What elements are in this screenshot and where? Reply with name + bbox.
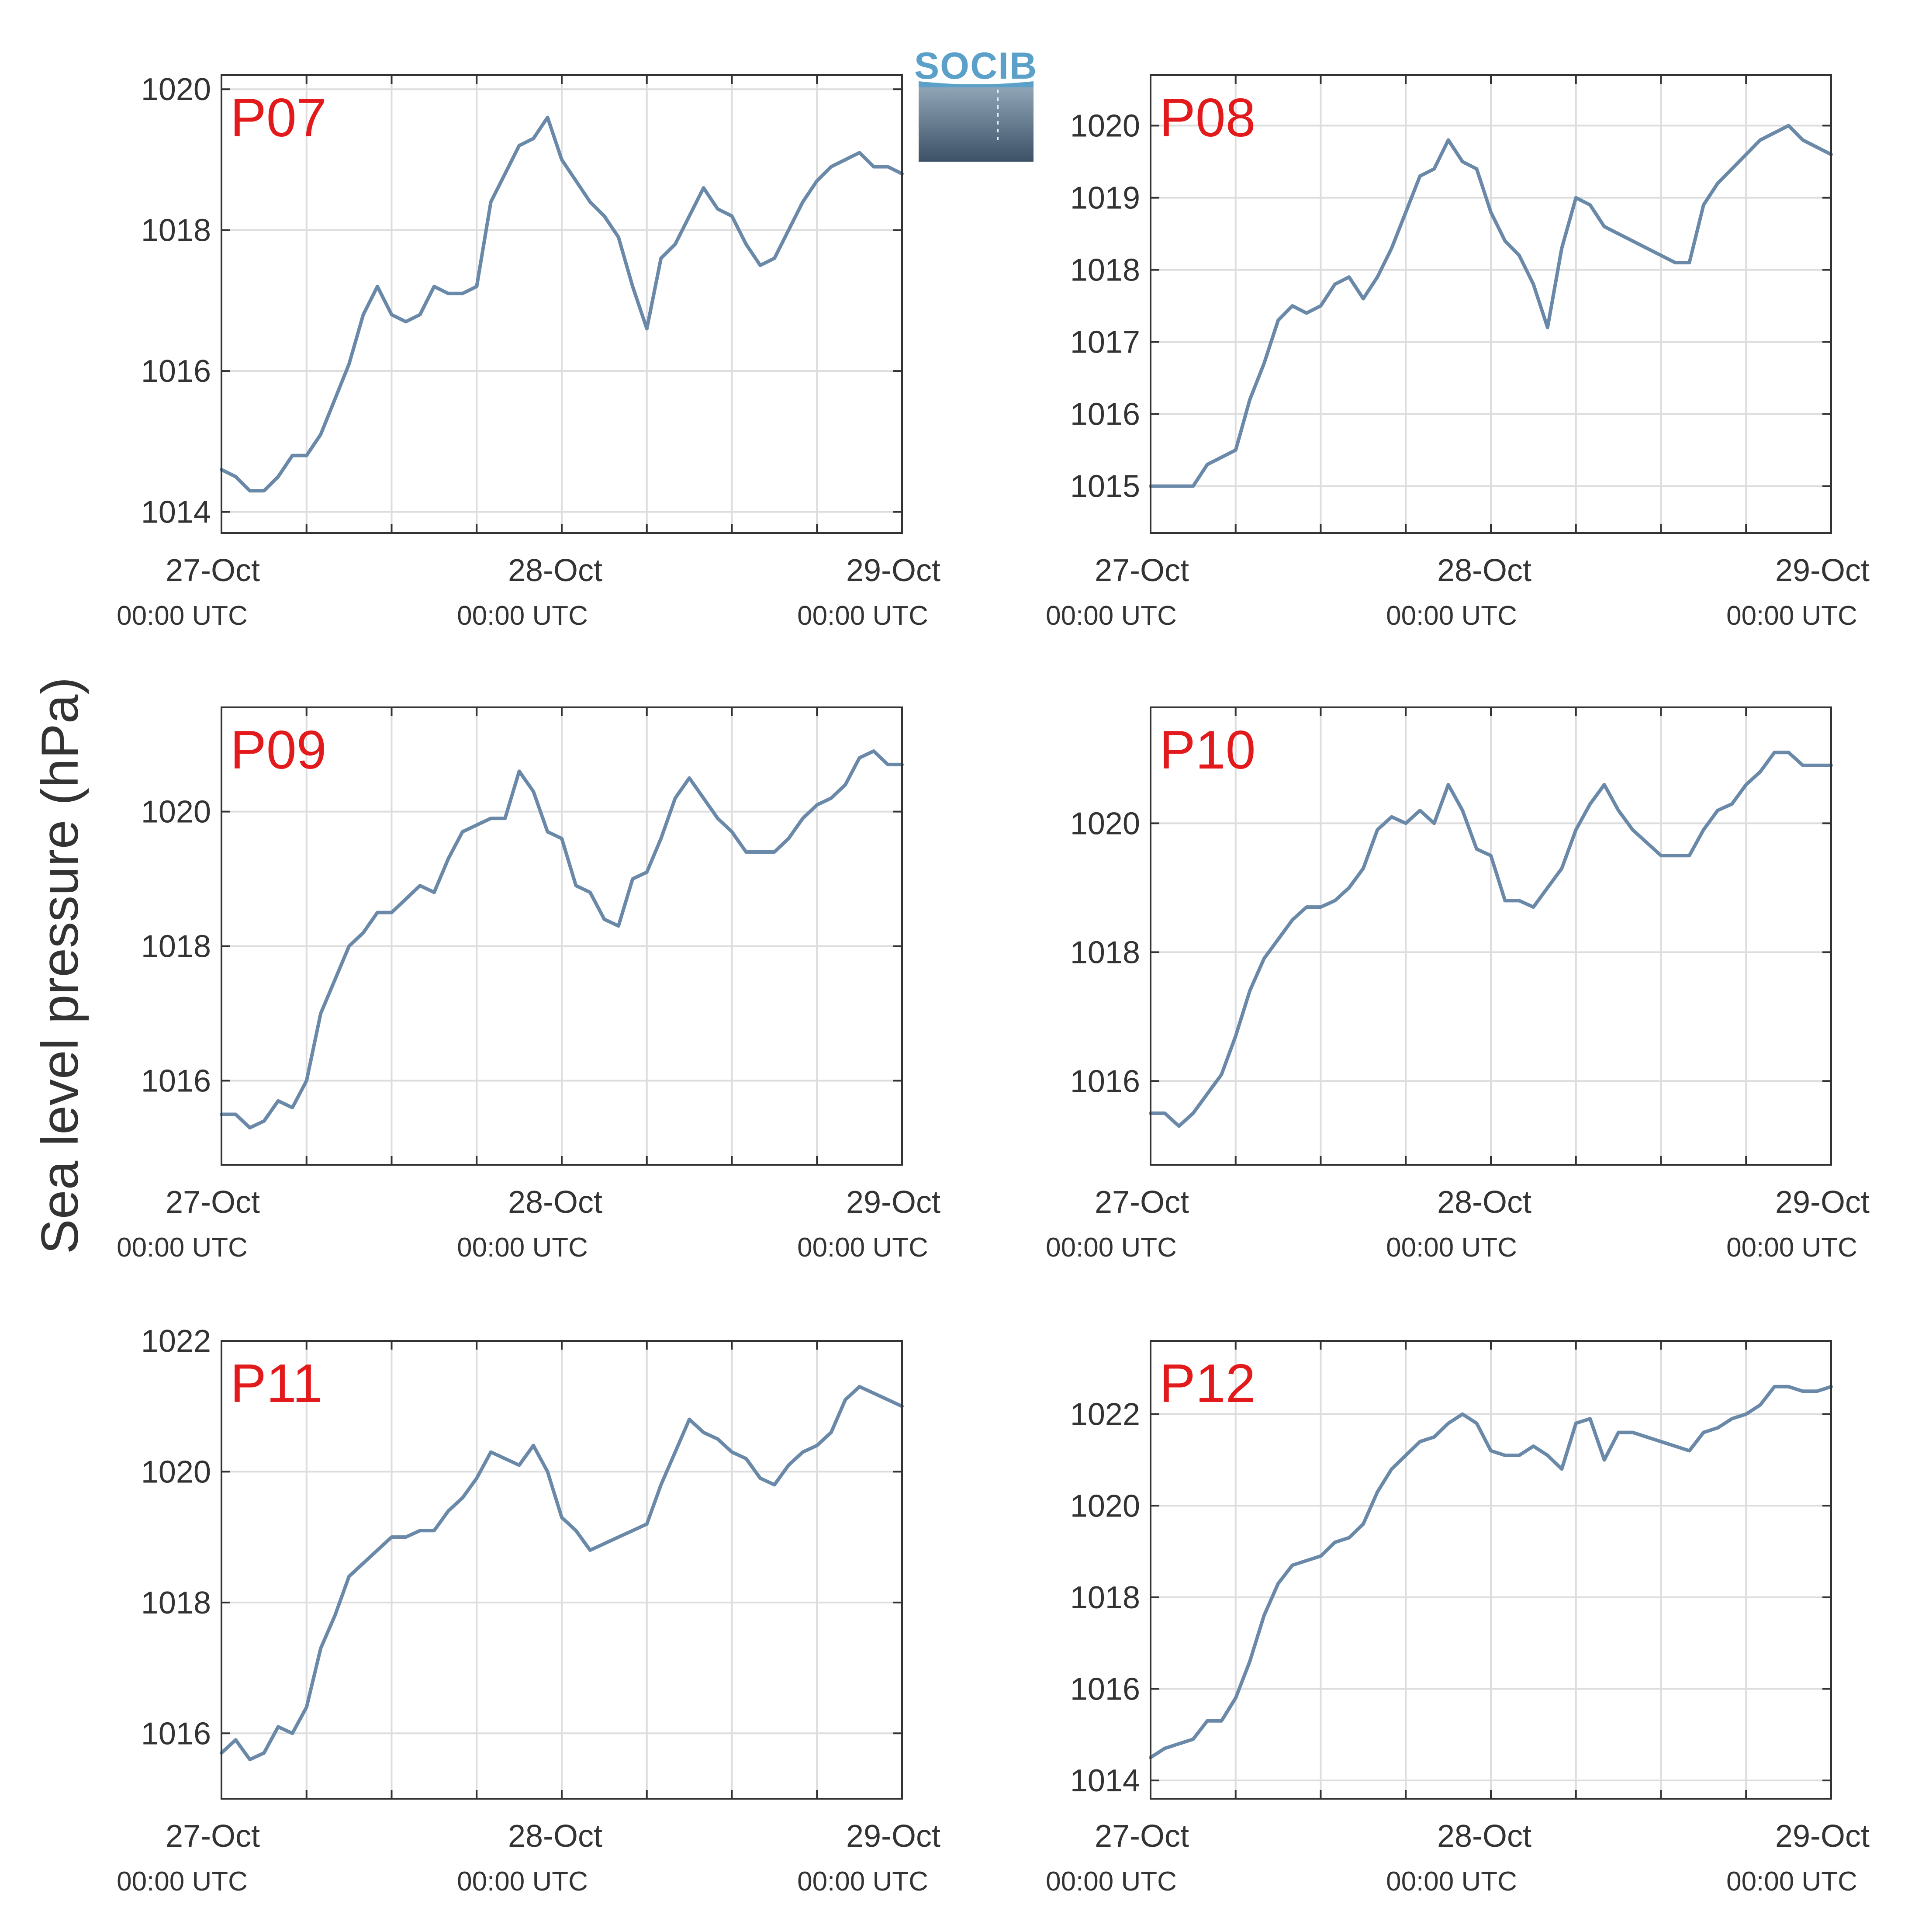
y-tick-label: 1016 bbox=[1070, 1672, 1140, 1707]
x-tick-label-time: 00:00 UTC bbox=[797, 1233, 928, 1263]
x-tick-label-date: 29-Oct bbox=[1775, 553, 1870, 588]
y-tick-label: 1022 bbox=[1070, 1397, 1140, 1432]
y-tick-label: 1018 bbox=[1070, 253, 1140, 288]
panel-p10: 1016 1018 1020 27-Oct 00:00 UTC 28-Oct 00:00 U… bbox=[1046, 706, 1870, 1263]
y-tick-label: 1016 bbox=[141, 1716, 211, 1751]
y-tick-label: 1016 bbox=[141, 1064, 211, 1099]
panel-label: P11 bbox=[230, 1354, 322, 1414]
y-tick-label: 1017 bbox=[1070, 325, 1140, 360]
x-tick-label-date: 27-Oct bbox=[166, 1819, 260, 1854]
x-tick-label-time: 00:00 UTC bbox=[797, 601, 928, 631]
y-tick-label: 1018 bbox=[141, 213, 211, 248]
x-tick-label-date: 28-Oct bbox=[1437, 1819, 1531, 1854]
panel-p11: 1016 1018 1020 1022 27-Oct 00:00 UTC 28-Oct 00:… bbox=[117, 1324, 940, 1897]
x-tick-label-date: 28-Oct bbox=[508, 1819, 602, 1854]
y-tick-label: 1020 bbox=[141, 72, 211, 107]
x-tick-label-date: 27-Oct bbox=[1095, 553, 1189, 588]
y-tick-label: 1015 bbox=[1070, 469, 1140, 504]
y-tick-label: 1022 bbox=[141, 1324, 211, 1359]
x-tick-label-time: 00:00 UTC bbox=[1726, 1866, 1857, 1897]
y-tick-label: 1018 bbox=[1070, 1580, 1140, 1615]
x-tick-label-time: 00:00 UTC bbox=[117, 1233, 248, 1263]
x-tick-label-time: 00:00 UTC bbox=[1046, 1233, 1177, 1263]
y-tick-label: 1018 bbox=[1070, 935, 1140, 970]
y-axis-label: Sea level pressure (hPa) bbox=[31, 677, 89, 1254]
x-tick-label-date: 28-Oct bbox=[1437, 553, 1531, 588]
axis-frame bbox=[1150, 1340, 1832, 1800]
x-tick-label-time: 00:00 UTC bbox=[117, 601, 248, 631]
x-tick-label-time: 00:00 UTC bbox=[457, 1233, 588, 1263]
panel-p07: 1014 1016 1018 1020 27-Oct 00:00 UTC 28-Oct 00:… bbox=[117, 72, 940, 631]
y-tick-label: 1014 bbox=[141, 495, 211, 530]
y-tick-label: 1018 bbox=[141, 1586, 211, 1620]
x-tick-label-date: 27-Oct bbox=[1095, 1819, 1189, 1854]
x-tick-label-date: 29-Oct bbox=[1775, 1819, 1870, 1854]
x-tick-label-date: 28-Oct bbox=[1437, 1185, 1531, 1220]
x-tick-label-time: 00:00 UTC bbox=[1726, 1233, 1857, 1263]
x-tick-label-time: 00:00 UTC bbox=[457, 601, 588, 631]
y-tick-label: 1020 bbox=[1070, 806, 1140, 841]
x-tick-label-date: 27-Oct bbox=[166, 553, 260, 588]
x-tick-label-date: 29-Oct bbox=[846, 1185, 940, 1220]
x-tick-label-date: 29-Oct bbox=[846, 553, 940, 588]
y-tick-label: 1020 bbox=[1070, 109, 1140, 144]
panel-p08: 1015 1016 1017 1018 1019 1020 27-Oct 00:00 UTC 2… bbox=[1046, 74, 1870, 631]
series-line-p10 bbox=[1149, 751, 1833, 1128]
series-line-p11 bbox=[220, 1385, 904, 1762]
axis-frame bbox=[221, 706, 903, 1166]
y-tick-label: 1014 bbox=[1070, 1763, 1140, 1798]
panel-p12: 1014 1016 1018 1020 1022 27-Oct 00:00 UTC 28-Oc… bbox=[1046, 1340, 1870, 1897]
y-tick-label: 1020 bbox=[141, 795, 211, 830]
panel-p09: 1016 1018 1020 27-Oct 00:00 UTC 28-Oct 00:00 U… bbox=[117, 706, 940, 1263]
y-tick-label: 1020 bbox=[141, 1454, 211, 1489]
x-tick-label-time: 00:00 UTC bbox=[457, 1866, 588, 1897]
x-tick-label-date: 27-Oct bbox=[1095, 1185, 1189, 1220]
x-tick-label-time: 00:00 UTC bbox=[1726, 601, 1857, 631]
panel-label: P07 bbox=[230, 88, 327, 148]
panel-label: P12 bbox=[1159, 1354, 1256, 1414]
y-tick-label: 1016 bbox=[1070, 1064, 1140, 1099]
series-line-p12 bbox=[1149, 1385, 1833, 1759]
y-tick-label: 1016 bbox=[1070, 397, 1140, 432]
logo-wave bbox=[919, 81, 1034, 87]
x-tick-label-time: 00:00 UTC bbox=[797, 1866, 928, 1897]
axis-frame bbox=[1150, 74, 1832, 534]
x-tick-label-date: 29-Oct bbox=[1775, 1185, 1870, 1220]
panel-label: P08 bbox=[1159, 88, 1256, 148]
y-tick-label: 1018 bbox=[141, 929, 211, 964]
y-tick-label: 1016 bbox=[141, 354, 211, 389]
panel-label: P09 bbox=[230, 720, 327, 780]
series-line-p07 bbox=[220, 115, 904, 493]
x-tick-label-time: 00:00 UTC bbox=[1046, 601, 1177, 631]
x-tick-label-date: 28-Oct bbox=[508, 1185, 602, 1220]
x-tick-label-time: 00:00 UTC bbox=[1386, 601, 1517, 631]
x-tick-label-time: 00:00 UTC bbox=[1046, 1866, 1177, 1897]
axis-frame bbox=[1150, 706, 1832, 1166]
x-tick-label-date: 28-Oct bbox=[508, 553, 602, 588]
logo-box bbox=[919, 87, 1034, 162]
socib-logo: SOCIB bbox=[914, 45, 1037, 162]
logo-text: SOCIB bbox=[914, 45, 1037, 87]
y-tick-label: 1019 bbox=[1070, 181, 1140, 216]
series-line-p08 bbox=[1149, 124, 1833, 488]
axis-frame bbox=[221, 74, 903, 534]
x-tick-label-time: 00:00 UTC bbox=[1386, 1233, 1517, 1263]
x-tick-label-time: 00:00 UTC bbox=[1386, 1866, 1517, 1897]
x-tick-label-date: 27-Oct bbox=[166, 1185, 260, 1220]
panel-label: P10 bbox=[1159, 720, 1256, 780]
panels-container: 1014 1016 1018 1020 27-Oct 00:00 UTC 28-Oct 00:… bbox=[117, 72, 1870, 1897]
axis-frame bbox=[221, 1340, 903, 1800]
y-tick-label: 1020 bbox=[1070, 1489, 1140, 1523]
x-tick-label-time: 00:00 UTC bbox=[117, 1866, 248, 1897]
series-line-p09 bbox=[220, 749, 904, 1130]
x-tick-label-date: 29-Oct bbox=[846, 1819, 940, 1854]
